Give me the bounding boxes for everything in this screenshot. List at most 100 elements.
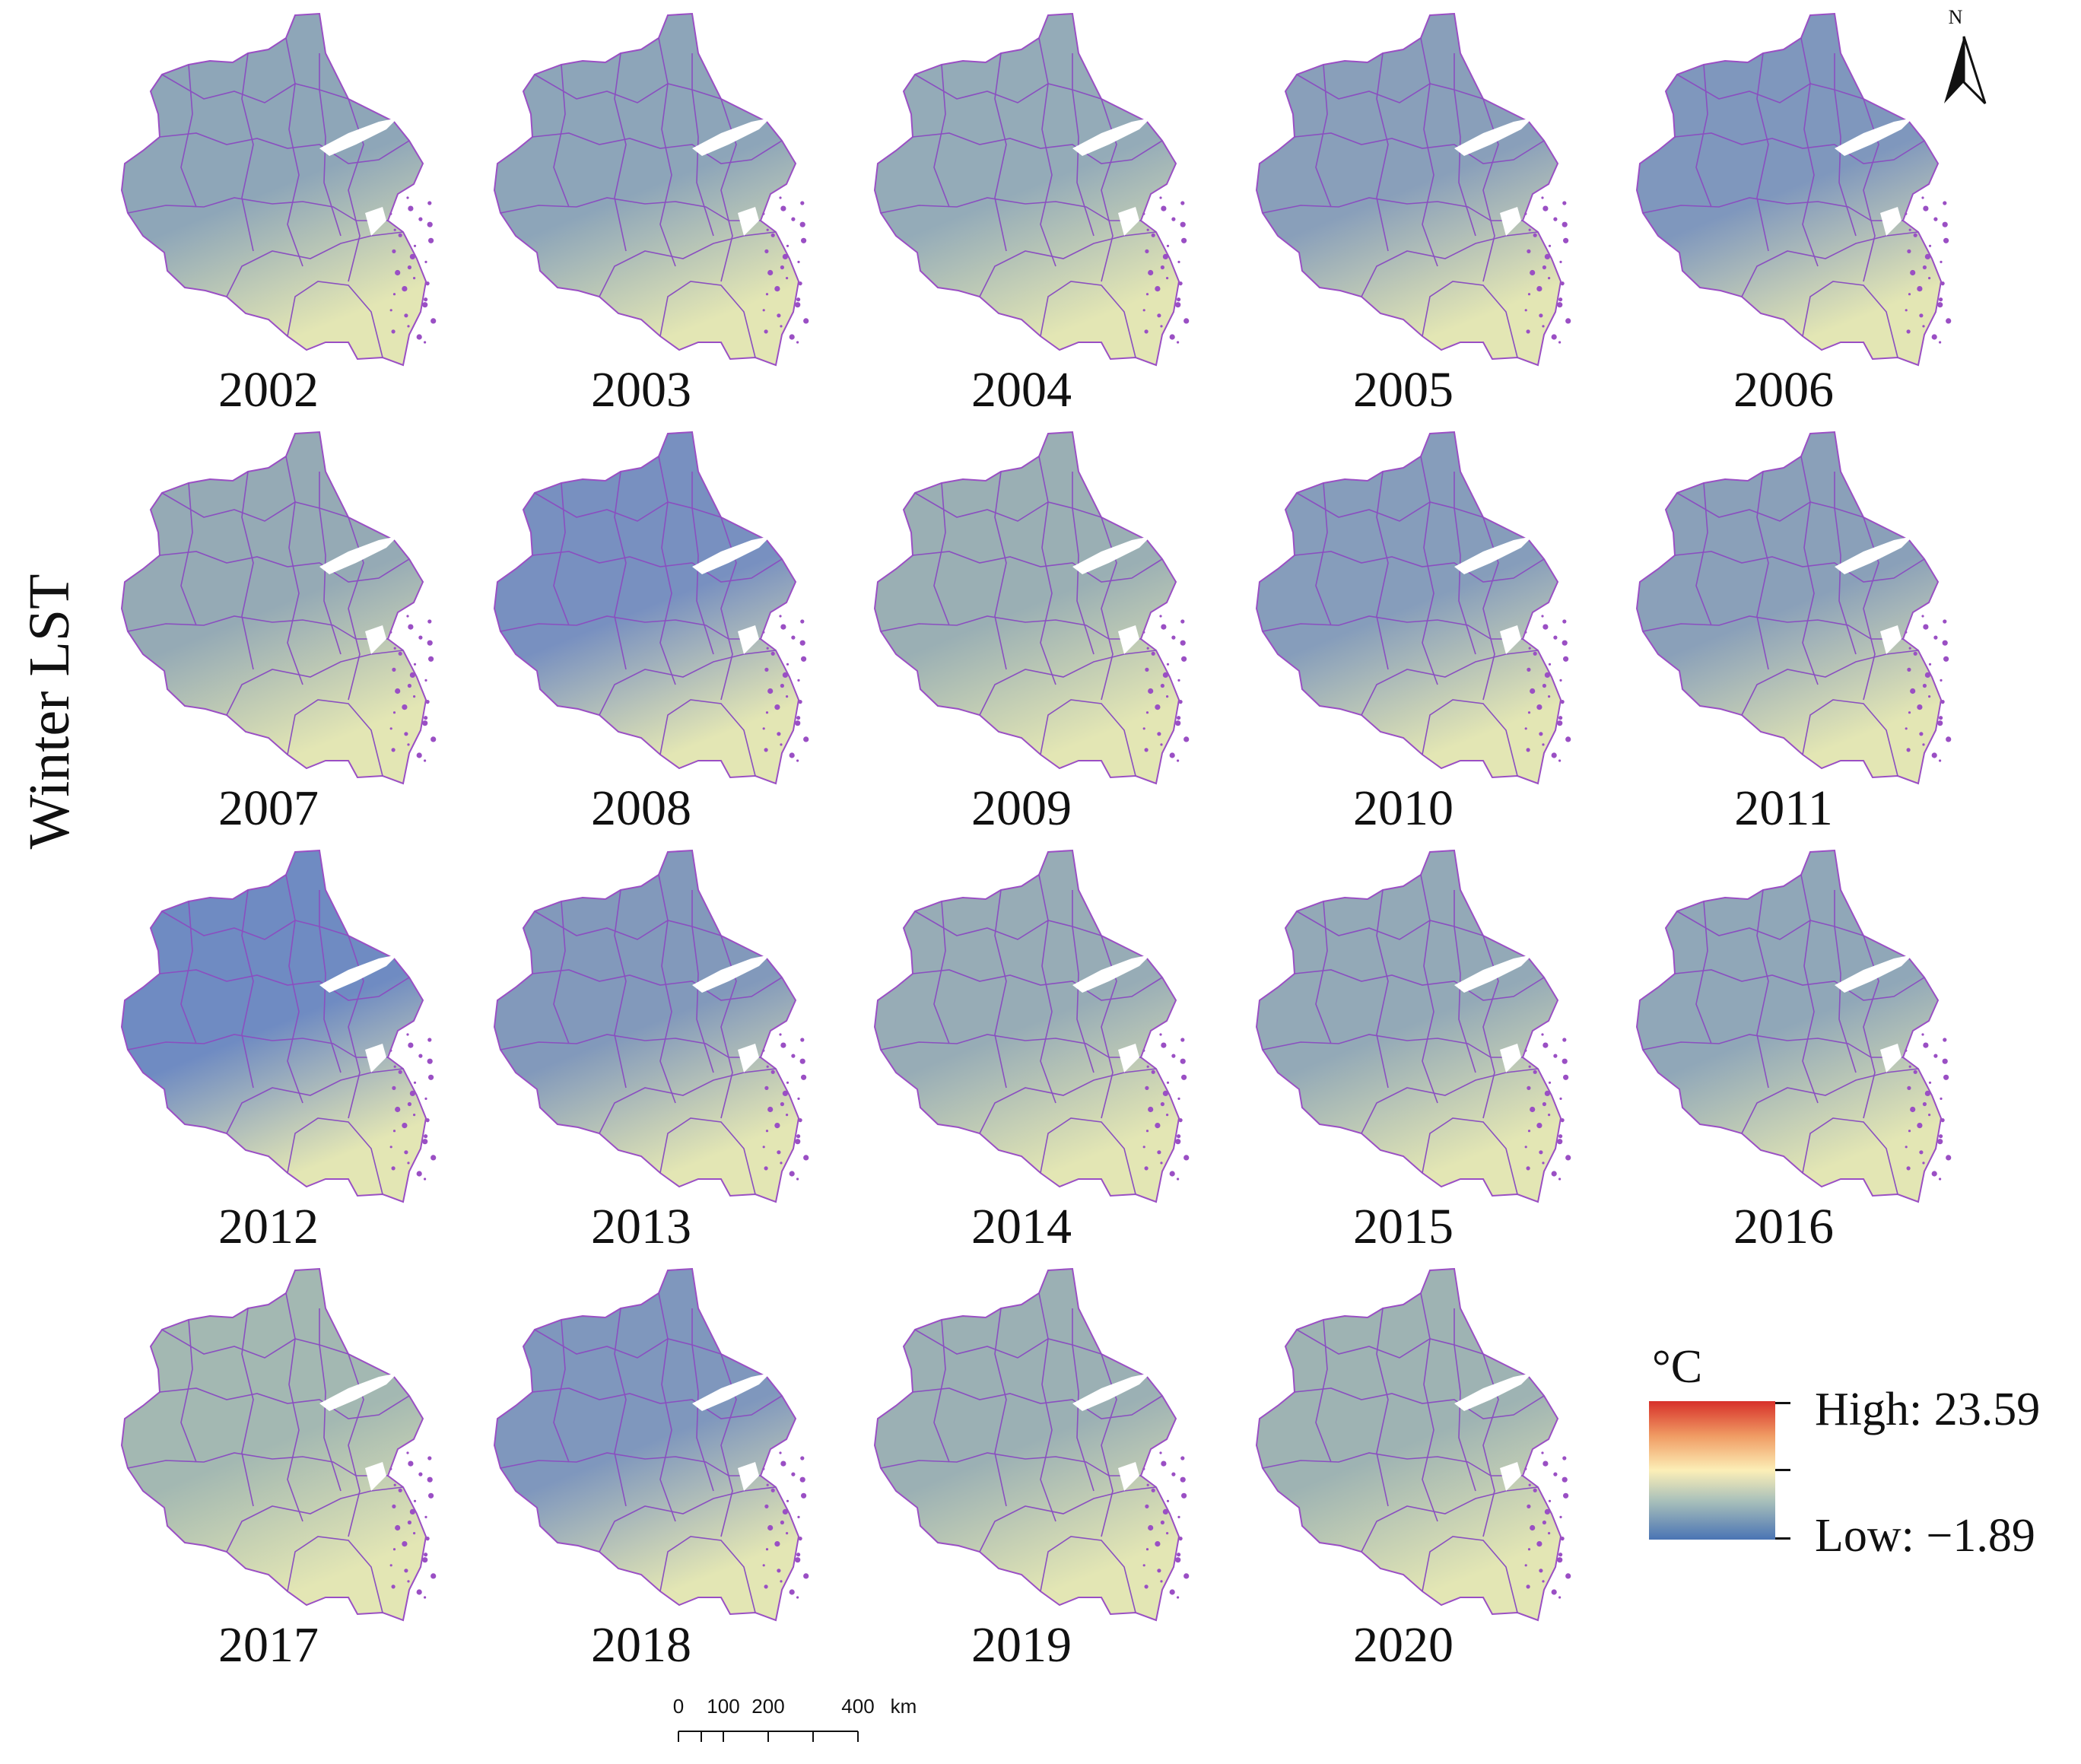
island	[1562, 619, 1567, 624]
island	[424, 297, 428, 302]
island	[1160, 1101, 1164, 1107]
year-label-2014: 2014	[971, 1199, 1072, 1254]
island	[1565, 1155, 1571, 1161]
city-boundary	[1072, 1308, 1095, 1492]
island	[764, 748, 768, 752]
city-boundary	[912, 969, 1163, 1001]
city-boundary	[532, 969, 783, 1001]
island	[1548, 244, 1552, 247]
island	[770, 233, 775, 237]
island	[1542, 1101, 1546, 1107]
city-boundary	[1420, 874, 1438, 1104]
island	[424, 1596, 427, 1599]
island	[1924, 672, 1930, 678]
region-map-2004	[873, 12, 1190, 367]
city-boundary	[1834, 890, 1857, 1073]
island	[1171, 1054, 1176, 1058]
city-boundary	[553, 482, 570, 626]
city-boundary	[933, 64, 950, 208]
island	[796, 1553, 801, 1557]
year-label-2005: 2005	[1353, 362, 1454, 418]
year-label-2008: 2008	[591, 780, 691, 836]
year-label-2004: 2004	[971, 362, 1072, 418]
bay	[365, 625, 386, 654]
island	[391, 748, 396, 752]
island	[803, 1155, 809, 1161]
island	[797, 1097, 800, 1100]
island	[1145, 1130, 1149, 1133]
island	[1536, 286, 1542, 292]
island	[1558, 341, 1562, 344]
island	[1921, 196, 1924, 199]
island	[408, 624, 414, 630]
island	[404, 732, 408, 736]
island	[1157, 732, 1161, 736]
island	[1159, 615, 1162, 618]
region-map-2018	[493, 1267, 809, 1622]
city-boundary	[1038, 874, 1056, 1104]
island	[1562, 1456, 1567, 1460]
island	[416, 1171, 422, 1177]
city-boundary	[1834, 53, 1857, 237]
island	[1922, 1101, 1927, 1107]
island	[1166, 663, 1170, 666]
island	[1563, 237, 1569, 243]
city-boundary	[1695, 482, 1712, 626]
city-boundary	[127, 197, 388, 221]
city-boundary	[1038, 37, 1056, 267]
map-panel-2017: 2017	[120, 1263, 478, 1689]
island	[762, 1146, 765, 1149]
island	[1180, 221, 1186, 227]
island	[1161, 205, 1167, 211]
island	[1922, 743, 1925, 746]
region-map-2019	[873, 1267, 1190, 1622]
bay	[1500, 625, 1521, 654]
island	[797, 1515, 800, 1518]
island	[1924, 253, 1930, 259]
island	[1180, 201, 1185, 205]
scale-label-0: 0	[672, 1695, 685, 1718]
map-panel-2019: 2019	[873, 1263, 1231, 1689]
city-boundary	[1315, 901, 1332, 1044]
island	[795, 1139, 801, 1145]
bay	[1118, 207, 1139, 236]
island	[1560, 700, 1565, 704]
island	[1558, 297, 1563, 302]
island	[416, 334, 422, 340]
island	[786, 663, 790, 666]
island	[1181, 237, 1187, 243]
island	[413, 663, 417, 666]
island	[770, 1488, 775, 1492]
island	[1178, 700, 1183, 704]
island	[430, 318, 437, 324]
city-boundary	[285, 37, 303, 267]
island	[1943, 237, 1949, 243]
island	[1908, 711, 1911, 714]
city-boundary	[1376, 1308, 1389, 1507]
island	[1933, 217, 1938, 221]
island	[786, 1532, 789, 1535]
island	[422, 1557, 428, 1563]
island	[1175, 1139, 1181, 1145]
city-boundary	[553, 901, 570, 1044]
island	[1544, 672, 1550, 678]
city-boundary	[241, 889, 254, 1089]
island	[424, 260, 427, 263]
island	[766, 1065, 769, 1068]
island	[1939, 716, 1943, 720]
island	[424, 679, 427, 682]
island	[1524, 309, 1527, 312]
island	[1557, 1557, 1563, 1563]
island	[409, 1508, 415, 1514]
city-boundary	[287, 699, 383, 777]
island	[1931, 334, 1937, 340]
island	[1528, 228, 1531, 231]
city-boundary	[1454, 53, 1476, 237]
city-boundary	[1294, 1387, 1545, 1419]
island	[764, 667, 769, 672]
island	[1910, 688, 1916, 694]
city-boundary	[319, 53, 342, 237]
island	[1933, 1054, 1938, 1058]
island	[1177, 1553, 1181, 1557]
island	[1527, 711, 1531, 714]
